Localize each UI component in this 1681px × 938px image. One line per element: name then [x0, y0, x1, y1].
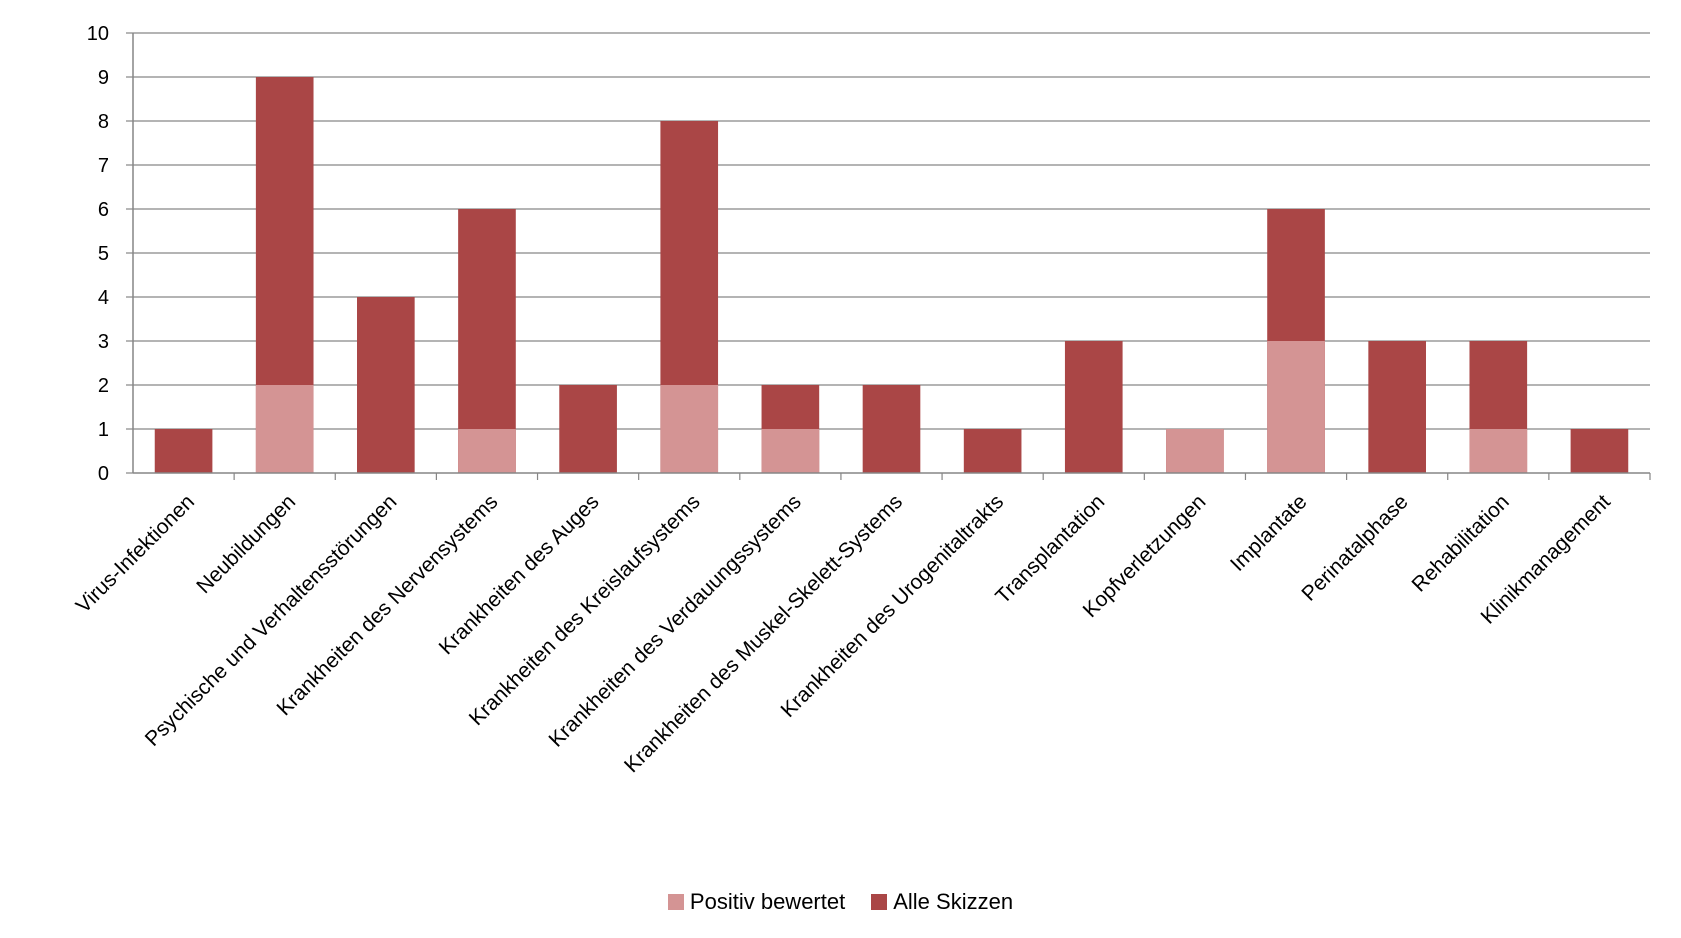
y-tick-label: 0: [98, 463, 109, 485]
y-tick-label: 4: [98, 287, 109, 309]
legend: Positiv bewertet Alle Skizzen: [0, 889, 1681, 915]
bar-positiv-bewertet: [1469, 429, 1528, 473]
x-tick-label: Virus-Infektionen: [72, 490, 199, 617]
bar-alle-skizzen: [1064, 341, 1123, 473]
legend-swatch-all: [871, 894, 888, 910]
y-tick-label: 5: [98, 243, 109, 265]
y-tick-label: 3: [98, 331, 109, 353]
y-tick-label: 1: [98, 419, 109, 441]
bar-positiv-bewertet: [660, 385, 719, 473]
y-tick-label: 7: [98, 155, 109, 177]
bar-positiv-bewertet: [761, 429, 820, 473]
y-tick-label: 8: [98, 111, 109, 133]
y-tick-label: 9: [98, 67, 109, 89]
legend-swatch-positive: [667, 894, 684, 910]
bar-positiv-bewertet: [1166, 429, 1224, 473]
bar-alle-skizzen: [963, 429, 1022, 473]
legend-item-positive: Positiv bewertet: [667, 889, 846, 915]
bar-alle-skizzen: [1368, 341, 1426, 473]
bar-alle-skizzen: [1570, 429, 1629, 473]
x-tick-label: Transplantation: [991, 490, 1109, 608]
x-tick-label: Krankheiten des Urogenitaltrakts: [776, 490, 1008, 722]
bar-alle-skizzen: [357, 297, 415, 473]
y-tick-label: 6: [98, 199, 109, 221]
bar-positiv-bewertet: [255, 385, 314, 473]
x-tick-label: Rehabilitation: [1408, 490, 1514, 596]
bar-positiv-bewertet: [1267, 341, 1325, 473]
bars: [154, 77, 1651, 480]
x-tick-label: Krankheiten des Nervensystems: [272, 490, 502, 720]
legend-item-all: Alle Skizzen: [871, 889, 1013, 915]
x-tick-label: Neubildungen: [192, 490, 300, 598]
x-tick-label: Implantate: [1226, 490, 1312, 576]
x-axis-tick-labels: Virus-InfektionenNeubildungenPsychische …: [72, 490, 1615, 777]
y-axis-ticks: 0 1 2 3 4 5 6 7 8 9 10: [87, 23, 133, 485]
y-tick-label: 10: [87, 23, 109, 45]
bar-alle-skizzen: [559, 385, 617, 473]
legend-label-all: Alle Skizzen: [893, 889, 1014, 914]
bar-positiv-bewertet: [458, 429, 516, 473]
bar-alle-skizzen: [154, 429, 213, 473]
legend-label-positive: Positiv bewertet: [689, 889, 846, 914]
bar-alle-skizzen: [862, 385, 921, 473]
y-tick-label: 2: [98, 375, 109, 397]
x-tick-label: Perinatalphase: [1297, 490, 1412, 605]
